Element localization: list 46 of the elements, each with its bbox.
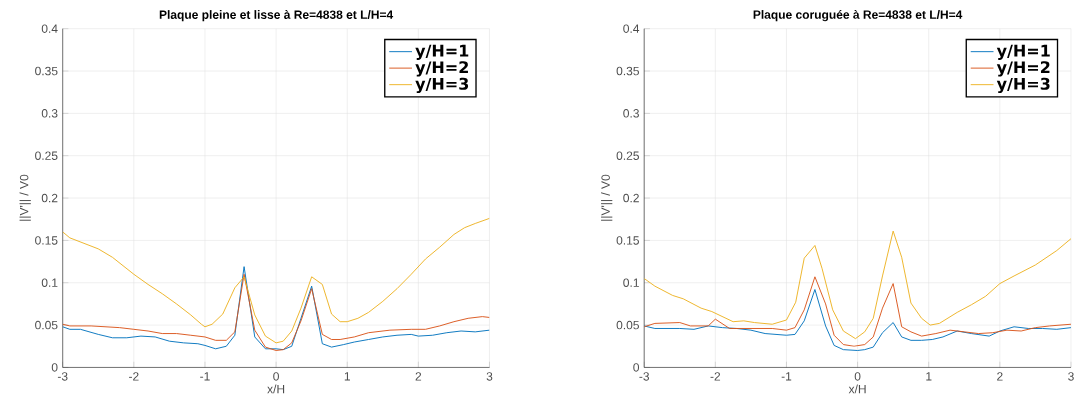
x-axis-title: x/H	[267, 384, 285, 394]
x-tick-label: 0	[854, 372, 861, 381]
y-tick-label: 0.15	[35, 236, 58, 245]
legend-label: y/H=2	[996, 61, 1050, 77]
legend-label: y/H=3	[996, 77, 1050, 93]
line-series	[62, 217, 490, 344]
y-tick-label: 0.1	[623, 278, 639, 287]
legend-label: y/H=2	[415, 61, 468, 77]
y-tick-label: 0.25	[35, 151, 58, 160]
y-tick-label: 0.05	[35, 320, 58, 330]
y-tick-label: 0.1	[41, 278, 58, 287]
x-axis-title: x/H	[848, 384, 866, 394]
x-tick-label: -2	[710, 372, 721, 381]
x-tick-label: -3	[57, 372, 68, 381]
y-tick-label: 0.3	[623, 109, 639, 118]
x-tick-label: 1	[344, 372, 350, 381]
y-tick-label: 0	[51, 363, 58, 372]
x-tick-label: -1	[200, 372, 210, 381]
y-tick-label: 0.35	[35, 66, 58, 76]
y-tick-label: 0.4	[623, 24, 640, 33]
y-axis-title: ||V'|| / V0	[19, 174, 31, 221]
x-tick-label: 2	[415, 372, 422, 381]
y-tick-label: 0	[633, 363, 640, 372]
y-axis-title: ||V'|| / V0	[601, 174, 613, 221]
y-tick-label: 0.25	[616, 151, 639, 160]
y-tick-label: 0.4	[41, 24, 58, 33]
x-tick-label: 1	[926, 372, 932, 381]
legend-label: y/H=1	[996, 44, 1050, 60]
y-tick-label: 0.2	[41, 193, 58, 203]
x-tick-label: 2	[997, 372, 1003, 381]
legend-label: y/H=3	[415, 77, 469, 93]
x-tick-label: 0	[273, 372, 279, 381]
y-tick-label: 0.2	[623, 193, 639, 203]
x-tick-label: -2	[129, 372, 139, 381]
y-tick-label: 0.3	[41, 109, 58, 118]
chart-title: Plaque coruguée à Re=4838 et L/H=4	[753, 9, 963, 22]
x-tick-label: 3	[486, 372, 493, 381]
legend-label: y/H=1	[415, 44, 469, 60]
y-tick-label: 0.35	[616, 66, 639, 76]
x-tick-label: 3	[1068, 372, 1074, 381]
line-series	[644, 289, 1071, 351]
y-tick-label: 0.15	[616, 236, 639, 245]
x-tick-label: -3	[639, 372, 650, 381]
y-tick-label: 0.05	[616, 320, 639, 330]
chart-title: Plaque pleine et lisse à Re=4838 et L/H=4	[159, 9, 394, 22]
x-tick-label: -1	[781, 372, 792, 381]
